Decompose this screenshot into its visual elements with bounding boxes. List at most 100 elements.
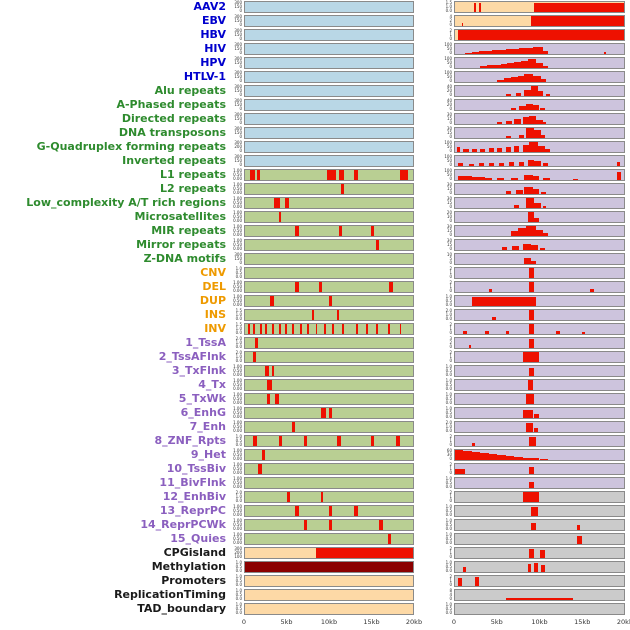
- signal-bar: [485, 330, 489, 334]
- y-tick-label: 300: [234, 252, 242, 257]
- row-label: DEL: [202, 280, 226, 293]
- row-label: Mirror repeats: [136, 238, 226, 251]
- signal-bar: [303, 436, 308, 446]
- signal-bar: [531, 16, 624, 26]
- y-axis-ticks-right: 1.0 0.5 0.0: [428, 476, 454, 490]
- row-label: 7_Enh: [189, 420, 226, 433]
- signal-bar: [399, 324, 402, 334]
- y-axis-ticks-right: 40 20 0: [428, 84, 454, 98]
- signal-bar: [320, 492, 324, 502]
- signal-bar: [531, 245, 538, 250]
- row-label: CPGisland: [163, 546, 226, 559]
- y-tick-label: 1.00: [233, 294, 242, 299]
- panel-gap: [414, 70, 428, 84]
- signal-bar: [525, 198, 535, 208]
- y-tick-label: 1.5: [235, 308, 242, 313]
- signal-bar: [534, 563, 538, 572]
- y-axis-ticks-right: 100 50 0: [428, 56, 454, 70]
- y-tick-label: 0.00: [233, 470, 242, 475]
- signal-bar: [480, 149, 486, 152]
- signal-bar: [253, 324, 256, 334]
- y-tick-label: 15: [446, 242, 452, 247]
- y-tick-label: 30: [446, 126, 452, 131]
- y-tick-label: 1.00: [233, 210, 242, 215]
- y-tick-label: 100: [444, 42, 452, 47]
- y-axis-ticks-left: 1.5 1.0 0.0: [229, 322, 244, 336]
- signal-bar: [505, 456, 515, 460]
- panel-gap: [414, 14, 428, 28]
- y-tick-label: 1.0: [445, 294, 452, 299]
- signal-bar: [488, 148, 494, 152]
- panel-right: [454, 29, 625, 41]
- signal-bar: [463, 451, 472, 460]
- y-tick-label: 0.0: [445, 568, 452, 573]
- signal-bar: [387, 534, 392, 544]
- panel-left: [244, 491, 414, 503]
- x-axis-left: 0 5kb 10kb 15kb 20kb: [242, 616, 422, 630]
- y-tick-label: 0: [449, 162, 452, 167]
- track-row: Mirror repeats 1.00 0.50 0.00 30 15 0: [0, 238, 630, 252]
- signal-bar: [522, 457, 532, 460]
- y-tick-label: 0.0: [445, 526, 452, 531]
- y-tick-label: 1.0: [445, 4, 452, 9]
- y-tick-label: 0: [239, 106, 242, 111]
- row-label: Methylation: [151, 560, 226, 573]
- panel-left: [244, 211, 414, 223]
- signal-bar: [534, 218, 540, 222]
- y-tick-label: 1.0: [235, 494, 242, 499]
- y-tick-label: 150: [234, 32, 242, 37]
- y-axis-ticks-right: 1.0 0.5 0.0: [428, 364, 454, 378]
- panel-gap: [414, 406, 428, 420]
- panel-gap: [414, 504, 428, 518]
- y-axis-ticks-left: 1.0 0.5 0.0: [229, 588, 244, 602]
- signal-bar: [510, 177, 518, 180]
- panel-gap: [414, 42, 428, 56]
- y-tick-label: 300: [234, 56, 242, 61]
- y-tick-label: 0.50: [233, 382, 242, 387]
- y-tick-label: 1.0: [445, 476, 452, 481]
- y-axis-ticks-left: 1.0 0.5 0.0: [229, 574, 244, 588]
- y-axis-ticks-left: 300 150 0: [229, 98, 244, 112]
- panel-right: [454, 379, 625, 391]
- signal-bar: [515, 189, 523, 194]
- signal-bar: [261, 450, 266, 460]
- signal-bar: [522, 409, 533, 418]
- row-label: HPV: [200, 56, 226, 69]
- signal-bar: [576, 536, 582, 544]
- y-tick-label: 0.0: [445, 428, 452, 433]
- y-tick-label: 0.00: [233, 204, 242, 209]
- signal-bar: [529, 437, 537, 446]
- signal-bar: [504, 78, 511, 82]
- y-tick-label: 0.0: [445, 316, 452, 321]
- y-tick-label: 300: [234, 112, 242, 117]
- y-tick-label: 0.00: [233, 302, 242, 307]
- signal-bar: [285, 324, 287, 334]
- panel-left: [244, 533, 414, 545]
- panel-right: [454, 1, 625, 13]
- y-tick-label: 0.50: [233, 186, 242, 191]
- y-tick-label: 1: [449, 438, 452, 443]
- signal-bar: [531, 507, 538, 516]
- signal-bar: [531, 260, 537, 264]
- y-tick-label: 0: [239, 22, 242, 27]
- y-tick-label: 1.00: [233, 280, 242, 285]
- y-tick-label: 0.50: [233, 536, 242, 541]
- panel-right: [454, 281, 625, 293]
- y-axis-ticks-right: 100 50 0: [428, 42, 454, 56]
- y-tick-label: 1.0: [445, 560, 452, 565]
- y-tick-label: 2: [449, 340, 452, 345]
- signal-bar: [471, 51, 479, 54]
- y-axis-ticks-right: 30 15 0: [428, 112, 454, 126]
- signal-bar: [456, 147, 461, 152]
- y-tick-label: 1.0: [235, 560, 242, 565]
- y-tick-label: 0: [449, 582, 452, 587]
- signal-bar: [541, 79, 547, 82]
- y-tick-label: 0.00: [233, 428, 242, 433]
- panel-left: [244, 15, 414, 27]
- panel-gap: [414, 588, 428, 602]
